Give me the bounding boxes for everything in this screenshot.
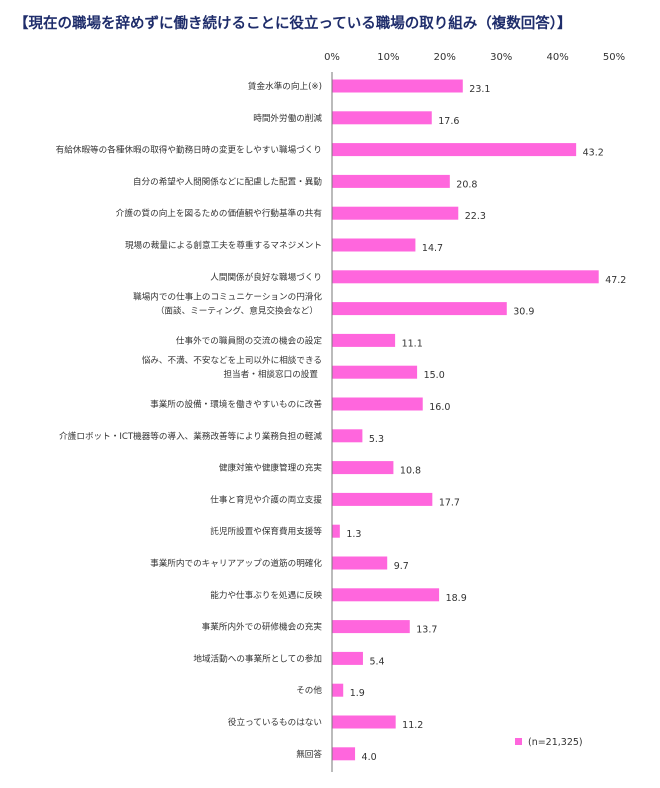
value-label: 10.8 — [400, 466, 421, 477]
value-label: 17.7 — [439, 497, 460, 508]
value-label: 15.0 — [424, 370, 445, 381]
category-label: 時間外労働の削減 — [253, 112, 322, 124]
x-tick-label: 10% — [377, 52, 399, 63]
value-label: 43.2 — [583, 148, 604, 159]
legend-swatch — [515, 738, 522, 745]
category-label: 健康対策や健康管理の充実 — [219, 462, 323, 474]
bar — [332, 302, 507, 316]
bar — [332, 524, 340, 538]
value-label: 1.3 — [346, 529, 361, 540]
category-label: 無回答 — [296, 748, 322, 760]
bar — [332, 238, 416, 252]
chart-title: 【現在の職場を辞めずに働き続けることに役立っている職場の取り組み（複数回答）】 — [14, 16, 572, 32]
bar — [332, 492, 433, 506]
category-label: 介護の質の向上を図るための価値観や行動基準の共有 — [116, 207, 323, 219]
bar — [332, 461, 394, 475]
category-label: 事業所内外での研修機会の充実 — [202, 621, 323, 633]
category-label: その他 — [296, 684, 322, 696]
category-label: 有給休暇等の各種休暇の取得や勤務日時の変更をしやすい職場づくり — [56, 144, 322, 156]
value-label: 14.7 — [422, 243, 443, 254]
category-label: 託児所設置や保育費用支援等 — [210, 525, 322, 537]
value-label: 11.1 — [402, 338, 423, 349]
value-label: 4.0 — [362, 752, 377, 763]
x-tick-label: 20% — [434, 52, 456, 63]
category-label: 自分の希望や人間関係などに配慮した配置・異動 — [133, 175, 322, 187]
value-label: 16.0 — [429, 402, 450, 413]
bar — [332, 270, 599, 284]
category-label: 能力や仕事ぶりを処遇に反映 — [210, 589, 322, 601]
bar — [332, 397, 423, 411]
x-tick-label: 40% — [546, 52, 568, 63]
category-label: 役立っているものはない — [228, 716, 322, 728]
bar — [332, 143, 577, 157]
bar — [332, 365, 418, 379]
value-label: 1.9 — [350, 688, 365, 699]
category-label: 仕事外での職員間の交流の機会の設定 — [176, 334, 323, 346]
bar — [332, 620, 410, 634]
value-label: 20.8 — [456, 179, 477, 190]
bar — [332, 556, 388, 570]
value-label: 47.2 — [605, 275, 626, 286]
bar — [332, 588, 440, 602]
value-label: 22.3 — [465, 211, 486, 222]
value-label: 23.1 — [469, 84, 490, 95]
value-label: 30.9 — [513, 307, 534, 318]
bar — [332, 174, 450, 188]
value-label: 5.3 — [369, 434, 384, 445]
value-label: 18.9 — [446, 593, 467, 604]
x-tick-label: 30% — [490, 52, 512, 63]
category-label: 人間関係が良好な職場づくり — [210, 271, 322, 283]
bar — [332, 429, 363, 443]
bar — [332, 683, 344, 697]
category-label: 事業所内でのキャリアアップの道筋の明確化 — [150, 557, 322, 569]
bar — [332, 111, 432, 125]
legend-label: (n=21,325) — [528, 737, 583, 748]
bar — [332, 79, 463, 93]
bar — [332, 333, 396, 347]
category-label: （面談、ミーティング、意見交換会など） — [156, 305, 318, 317]
x-tick-label: 50% — [603, 52, 625, 63]
bar — [332, 715, 396, 729]
category-label: 担当者・相談窓口の設置 — [223, 368, 318, 380]
category-label: 介護ロボット・ICT機器等の導入、業務改善等により業務負担の軽減 — [59, 430, 322, 442]
category-label: 悩み、不満、不安などを上司以外に相談できる — [142, 354, 322, 366]
value-label: 17.6 — [438, 116, 459, 127]
value-label: 5.4 — [369, 656, 384, 667]
category-label: 仕事と育児や介護の両立支援 — [210, 493, 322, 505]
category-label: 職場内での仕事上のコミュニケーションの円滑化 — [133, 291, 322, 303]
value-label: 13.7 — [416, 625, 437, 636]
category-label: 事業所の設備・環境を働きやすいものに改善 — [150, 398, 322, 410]
category-label: 賃金水準の向上(※) — [248, 80, 322, 92]
bar — [332, 651, 363, 665]
category-label: 現場の裁量による創意工夫を尊重するマネジメント — [125, 239, 322, 251]
bar — [332, 206, 459, 220]
value-label: 9.7 — [394, 561, 409, 572]
x-tick-label: 0% — [324, 52, 340, 63]
category-label: 地域活動への事業所としての参加 — [193, 652, 322, 664]
bar — [332, 747, 356, 761]
value-label: 11.2 — [402, 720, 423, 731]
